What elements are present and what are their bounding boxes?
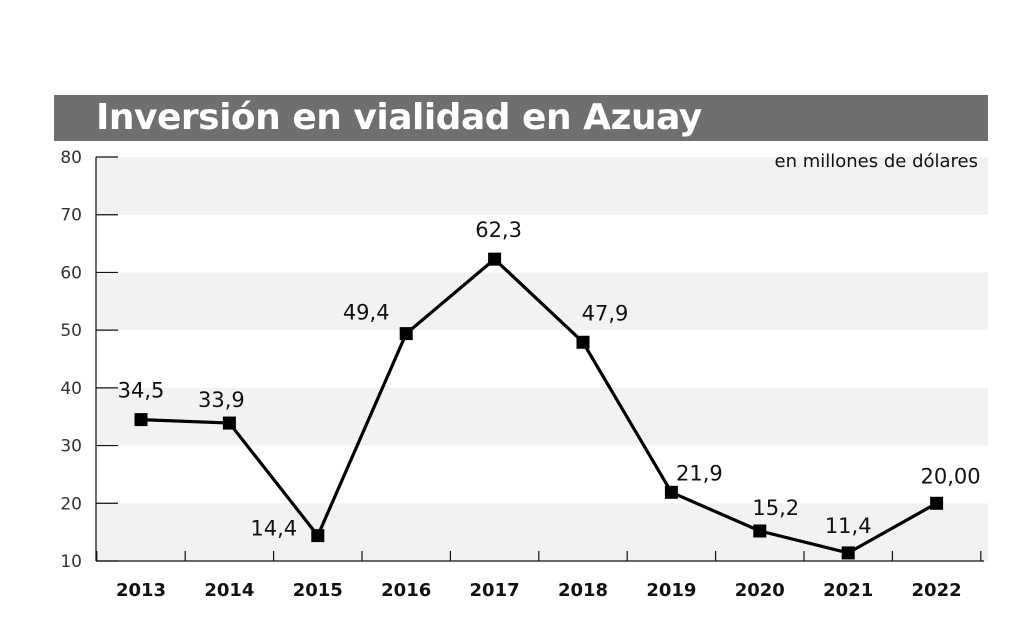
- x-tick-label: 2014: [204, 580, 254, 601]
- y-tick-label: 40: [60, 379, 82, 399]
- data-label: 14,4: [250, 517, 297, 541]
- series-line: [134, 252, 944, 560]
- y-tick-label: 60: [60, 263, 82, 283]
- data-point-marker: [488, 252, 502, 266]
- y-tick-label: 70: [60, 206, 82, 226]
- data-label: 47,9: [582, 301, 629, 325]
- grid-band: [96, 272, 988, 331]
- x-tick-label: 2020: [735, 580, 785, 601]
- data-point-marker: [222, 416, 236, 430]
- x-tick-label: 2016: [381, 580, 431, 601]
- y-tick-label: 80: [60, 148, 82, 168]
- data-point-marker: [311, 529, 325, 543]
- data-point-marker: [576, 335, 590, 349]
- data-point-marker: [134, 413, 148, 427]
- data-label: 20,00: [921, 464, 981, 488]
- axes: [95, 156, 984, 562]
- data-point-marker: [753, 524, 767, 538]
- x-tick-label: 2019: [646, 580, 696, 601]
- title-bar: Inversión en vialidad en Azuay: [54, 95, 988, 141]
- data-point-marker: [930, 496, 944, 510]
- data-label: 49,4: [343, 301, 390, 325]
- y-tick-label: 10: [60, 552, 82, 572]
- grid-band: [96, 157, 988, 215]
- data-label: 62,3: [475, 218, 522, 242]
- x-tick-label: 2022: [912, 580, 962, 601]
- data-point-marker: [841, 546, 855, 560]
- y-tick-label: 30: [60, 437, 82, 457]
- x-tick-labels: 2013 2014 2015 2016 2017 2018 2019 2020 2021 2022: [116, 580, 962, 601]
- series-path: [140, 257, 938, 555]
- x-tick-label: 2021: [823, 580, 873, 601]
- data-label: 21,9: [676, 461, 723, 485]
- data-label: 33,9: [198, 388, 245, 412]
- x-tick-label: 2015: [293, 580, 343, 601]
- y-tick-label: 50: [60, 321, 82, 341]
- x-tick-label: 2013: [116, 580, 166, 601]
- y-tick-labels: 10 20 30 40 50 60 70 80: [60, 148, 82, 572]
- grid-bands: [96, 157, 988, 561]
- x-tick-label: 2017: [470, 580, 520, 601]
- y-tick-label: 20: [60, 494, 82, 514]
- data-point-marker: [399, 327, 413, 341]
- unit-label: en millones de dólares: [775, 151, 978, 172]
- data-label: 15,2: [752, 496, 799, 520]
- data-label: 34,5: [118, 379, 165, 403]
- x-tick-label: 2018: [558, 580, 608, 601]
- data-point-marker: [664, 485, 678, 499]
- chart-title: Inversión en vialidad en Azuay: [96, 97, 702, 138]
- data-labels: 34,5 33,9 14,4 49,4 62,3 47,9 21,9 15,2 11,4 20,0…: [118, 218, 981, 540]
- grid-band: [96, 387, 988, 446]
- data-label: 11,4: [825, 514, 872, 538]
